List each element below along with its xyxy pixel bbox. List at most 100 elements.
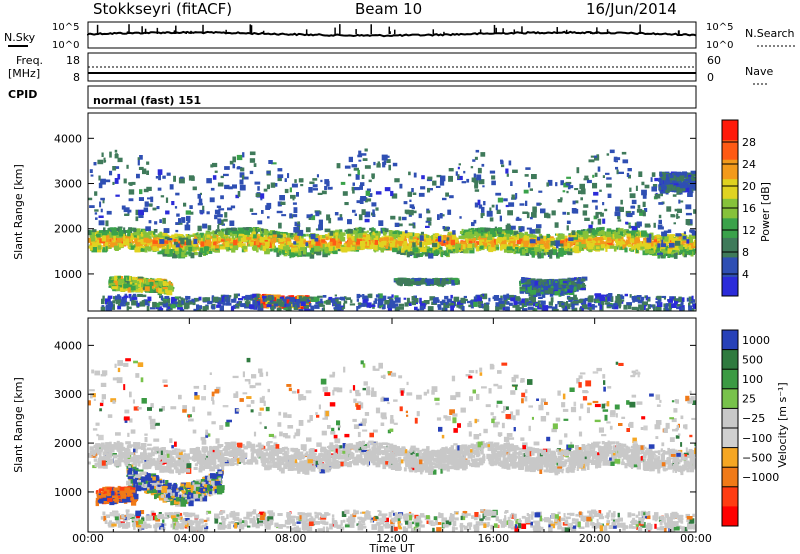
- power-cell: [460, 297, 466, 304]
- power-cell: [643, 237, 648, 241]
- power-cell: [338, 231, 343, 235]
- power-cell: [485, 233, 488, 237]
- power-cell: [625, 221, 629, 225]
- power-cell: [94, 191, 98, 196]
- power-cell: [480, 213, 484, 219]
- power-cell: [450, 235, 457, 241]
- power-cell: [362, 158, 368, 161]
- power-cell: [435, 185, 441, 188]
- power-cell: [212, 230, 215, 236]
- power-cell: [359, 185, 363, 190]
- power-cell: [249, 241, 254, 247]
- power-cell: [175, 229, 179, 233]
- power-cell: [686, 220, 689, 225]
- power-cell: [271, 162, 277, 165]
- power-cell: [360, 243, 365, 250]
- nave-tick-top: 60: [707, 54, 721, 67]
- power-cell: [538, 238, 544, 245]
- power-cell: [209, 235, 214, 239]
- power-cell: [361, 174, 365, 179]
- power-cell: [264, 297, 271, 301]
- power-cell: [232, 156, 236, 163]
- power-cell: [181, 300, 184, 305]
- power-cell: [423, 247, 427, 253]
- power-cell: [418, 192, 425, 197]
- power-cell: [599, 189, 602, 192]
- power-cell: [669, 235, 674, 241]
- power-cell: [617, 240, 620, 246]
- power-cell: [342, 191, 348, 196]
- power-cell: [369, 304, 376, 307]
- power-cell: [134, 247, 140, 253]
- power-cell: [443, 240, 446, 244]
- power-cell: [468, 246, 474, 251]
- power-cell: [150, 244, 154, 251]
- power-cell: [546, 182, 549, 187]
- power-cell: [255, 241, 260, 246]
- power-cell: [392, 162, 398, 167]
- power-cell: [576, 167, 580, 174]
- power-cell: [472, 237, 476, 241]
- power-cell: [464, 232, 470, 239]
- power-cell: [588, 224, 593, 229]
- power-cell: [517, 306, 522, 309]
- power-cell: [148, 288, 155, 293]
- power-cell: [193, 238, 198, 245]
- power-cell: [278, 222, 282, 229]
- power-cell: [280, 201, 286, 205]
- power-cell: [619, 206, 624, 212]
- power-cell: [662, 250, 668, 254]
- power-cell: [528, 182, 531, 188]
- power-cell: [447, 304, 450, 308]
- power-cell: [398, 303, 404, 306]
- power-cell: [211, 248, 215, 251]
- power-cell: [446, 238, 449, 245]
- power-cell: [135, 300, 138, 307]
- power-cell: [321, 190, 327, 195]
- power-cell: [678, 296, 682, 303]
- power-cell: [594, 155, 598, 158]
- power-cell: [622, 243, 627, 249]
- power-cell: [257, 220, 263, 225]
- power-cell: [197, 193, 201, 199]
- power-cell: [496, 246, 500, 250]
- power-cell: [101, 305, 105, 308]
- power-cell: [157, 169, 163, 175]
- power-cell: [334, 306, 338, 310]
- power-cell: [365, 198, 372, 202]
- power-cell: [233, 245, 239, 251]
- power-cell: [538, 303, 543, 308]
- power-cell: [622, 159, 629, 164]
- power-cell: [668, 303, 673, 310]
- power-cell: [561, 302, 565, 309]
- power-cell: [120, 302, 125, 307]
- power-cell: [683, 231, 686, 235]
- power-cell: [364, 148, 368, 152]
- power-cell: [532, 206, 537, 213]
- power-cell: [414, 306, 418, 311]
- power-cell: [358, 233, 363, 238]
- power-cell: [515, 307, 521, 311]
- power-cell: [402, 245, 406, 251]
- power-cell: [419, 241, 422, 248]
- power-cell: [100, 245, 103, 250]
- power-cell: [282, 233, 287, 238]
- power-cell: [598, 237, 603, 243]
- power-cell: [656, 238, 661, 243]
- power-cell: [628, 248, 633, 252]
- power-cell: [152, 301, 157, 308]
- power-cell: [300, 301, 306, 306]
- power-cell: [365, 190, 370, 196]
- power-cell: [151, 233, 154, 237]
- power-cell: [354, 235, 357, 242]
- power-cell: [291, 183, 298, 188]
- power-cell: [260, 193, 265, 199]
- power-cell: [615, 166, 619, 170]
- power-cell: [361, 238, 365, 243]
- power-cell: [550, 297, 554, 303]
- power-heatmap: [88, 148, 696, 311]
- power-cell: [341, 244, 345, 247]
- power-cell: [365, 237, 369, 242]
- power-cell: [202, 205, 205, 211]
- power-cell: [320, 242, 325, 248]
